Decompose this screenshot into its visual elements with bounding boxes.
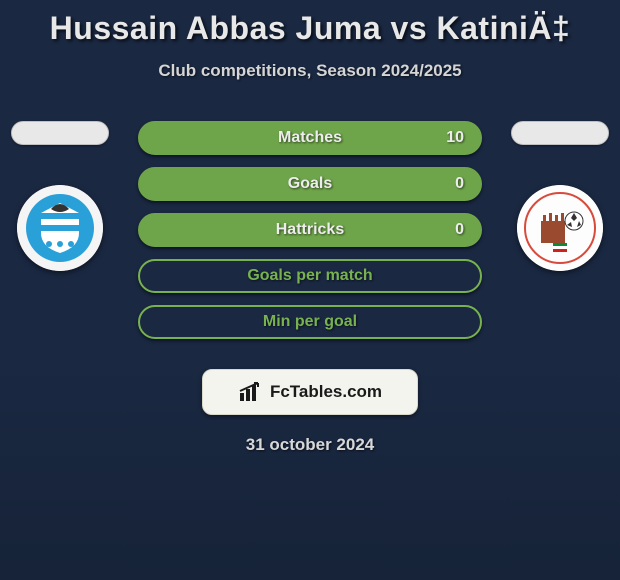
brand-logo[interactable]: FcTables.com — [202, 369, 418, 415]
club-crest-icon — [17, 185, 103, 271]
bar-chart-icon — [238, 381, 264, 403]
left-club-badge — [17, 185, 103, 271]
stat-value: 0 — [455, 175, 464, 193]
left-player-column — [5, 121, 115, 271]
comparison-panel: Matches10Goals0Hattricks0Goals per match… — [0, 121, 620, 351]
club-crest-icon — [517, 185, 603, 271]
stats-list: Matches10Goals0Hattricks0Goals per match… — [138, 121, 482, 339]
stat-value: 10 — [446, 129, 464, 147]
stat-value: 0 — [455, 221, 464, 239]
stat-label: Hattricks — [140, 221, 480, 239]
stat-label: Min per goal — [140, 313, 480, 331]
right-value-pill — [511, 121, 609, 145]
stat-label: Goals — [140, 175, 480, 193]
brand-text: FcTables.com — [270, 382, 382, 402]
stat-row: Goals per match — [138, 259, 482, 293]
stat-row: Hattricks0 — [138, 213, 482, 247]
subtitle: Club competitions, Season 2024/2025 — [0, 61, 620, 81]
stat-row: Matches10 — [138, 121, 482, 155]
date-label: 31 october 2024 — [0, 435, 620, 455]
right-club-badge — [517, 185, 603, 271]
stat-label: Matches — [140, 129, 480, 147]
stat-row: Min per goal — [138, 305, 482, 339]
stat-row: Goals0 — [138, 167, 482, 201]
page-title: Hussain Abbas Juma vs KatiniÄ‡ — [0, 0, 620, 47]
stat-label: Goals per match — [140, 267, 480, 285]
right-player-column — [505, 121, 615, 271]
left-value-pill — [11, 121, 109, 145]
